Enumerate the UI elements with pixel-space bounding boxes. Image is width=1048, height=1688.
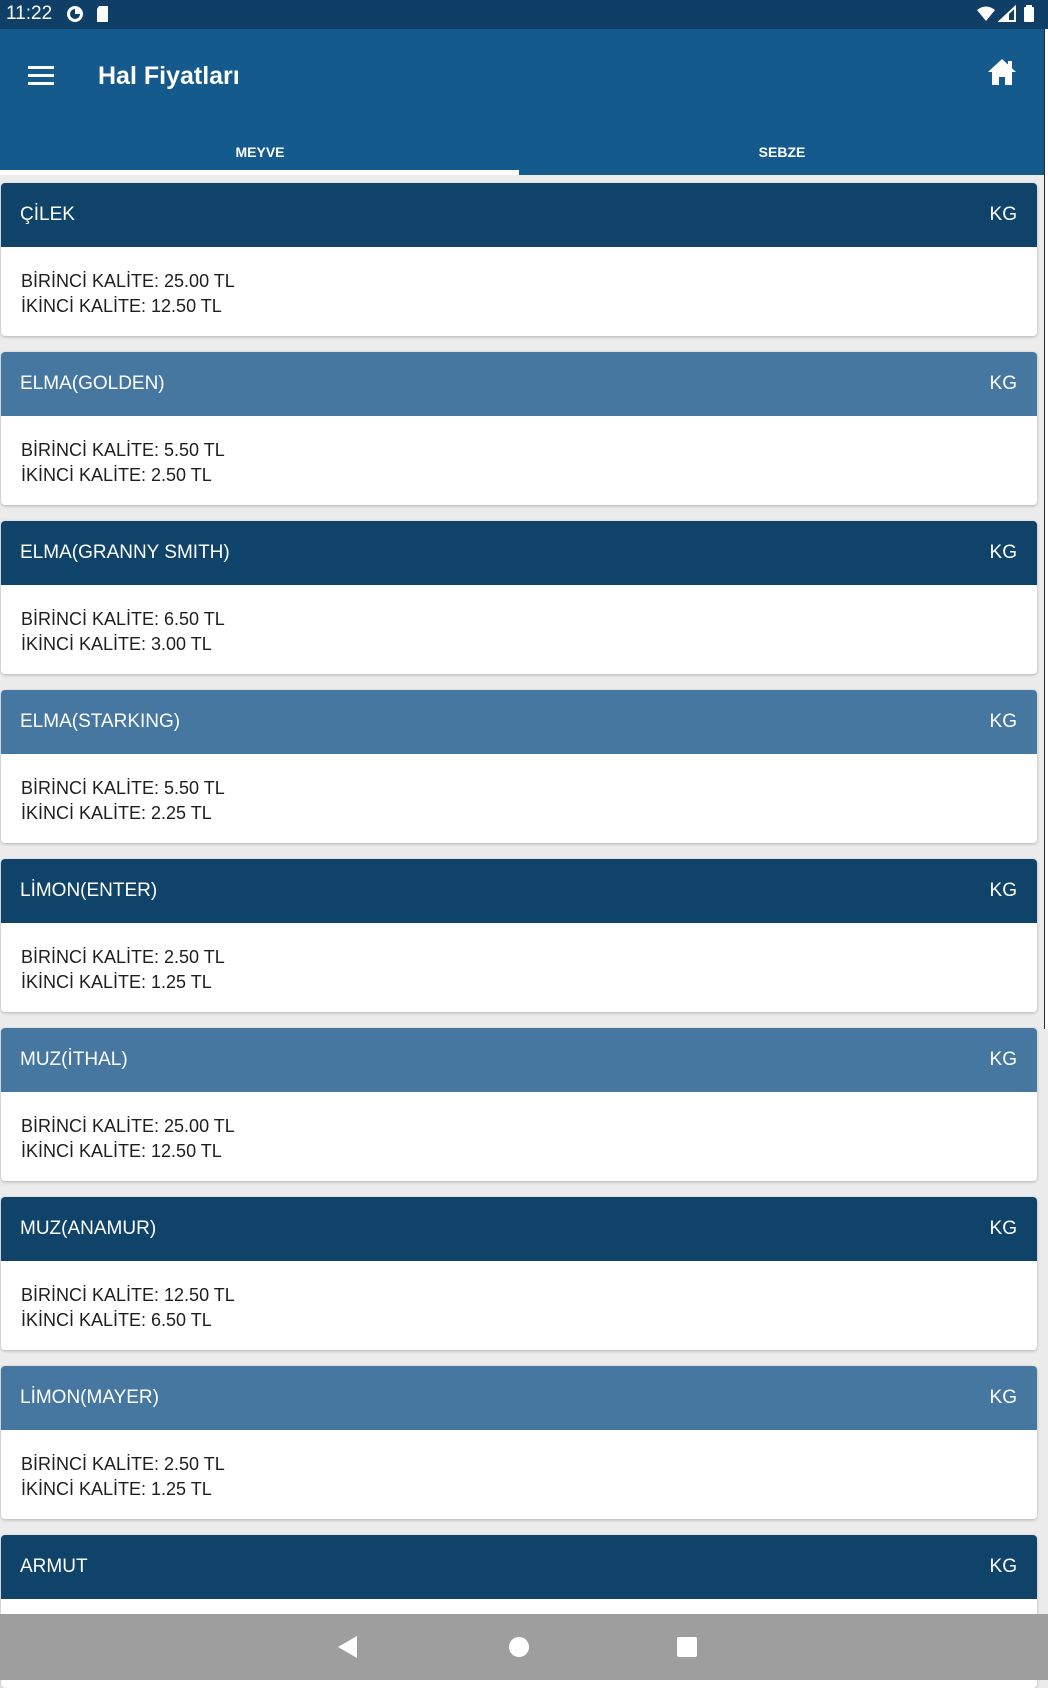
product-name: ARMUT: [20, 1556, 88, 1577]
list-item[interactable]: LİMON(ENTER) KG BİRİNCİ KALİTE: 2.50 TL …: [1, 859, 1037, 1012]
card-header: ARMUT KG: [1, 1535, 1037, 1599]
card-header: ÇİLEK KG: [1, 183, 1037, 247]
product-unit: KG: [989, 542, 1017, 563]
list-item[interactable]: LİMON(MAYER) KG BİRİNCİ KALİTE: 2.50 TL …: [1, 1366, 1037, 1519]
second-quality-price: İKİNCİ KALİTE: 12.50 TL: [21, 296, 222, 316]
window-edge: [1044, 29, 1048, 1029]
product-unit: KG: [989, 1049, 1017, 1070]
product-unit: KG: [989, 1387, 1017, 1408]
first-quality-price: BİRİNCİ KALİTE: 25.00 TL: [21, 271, 235, 291]
card-header: LİMON(ENTER) KG: [1, 859, 1037, 923]
first-quality-price: BİRİNCİ KALİTE: 5.50 TL: [21, 778, 225, 798]
card-body: BİRİNCİ KALİTE: 6.50 TL İKİNCİ KALİTE: 3…: [1, 585, 1037, 657]
card-header: MUZ(ANAMUR) KG: [1, 1197, 1037, 1261]
product-unit: KG: [989, 373, 1017, 394]
product-name: ELMA(GRANNY SMITH): [20, 542, 230, 563]
card-body: BİRİNCİ KALİTE: 5.50 TL İKİNCİ KALİTE: 2…: [1, 754, 1037, 826]
first-quality-price: BİRİNCİ KALİTE: 6.50 TL: [21, 609, 225, 629]
card-body: BİRİNCİ KALİTE: 2.50 TL İKİNCİ KALİTE: 1…: [1, 1430, 1037, 1502]
first-quality-price: BİRİNCİ KALİTE: 12.50 TL: [21, 1285, 235, 1305]
card-body: BİRİNCİ KALİTE: 12.50 TL İKİNCİ KALİTE: …: [1, 1261, 1037, 1333]
tab-bar: MEYVE SEBZE: [0, 129, 1044, 175]
back-triangle-icon[interactable]: [333, 1632, 363, 1662]
tab-sebze[interactable]: SEBZE: [758, 144, 806, 160]
card-header: LİMON(MAYER) KG: [1, 1366, 1037, 1430]
app-notification-icon: [67, 6, 83, 22]
status-bar: 11:22: [0, 0, 1048, 29]
product-name: LİMON(ENTER): [20, 880, 158, 901]
list-item[interactable]: ÇİLEK KG BİRİNCİ KALİTE: 25.00 TL İKİNCİ…: [1, 183, 1037, 336]
tab-meyve[interactable]: MEYVE: [235, 144, 285, 160]
card-header: ELMA(GOLDEN) KG: [1, 352, 1037, 416]
wifi-icon: [977, 6, 995, 21]
first-quality-price: BİRİNCİ KALİTE: 25.00 TL: [21, 1116, 235, 1136]
second-quality-price: İKİNCİ KALİTE: 3.00 TL: [21, 634, 212, 654]
tab-selected-indicator: [0, 170, 519, 175]
second-quality-price: İKİNCİ KALİTE: 2.50 TL: [21, 465, 212, 485]
first-quality-price: BİRİNCİ KALİTE: 5.50 TL: [21, 440, 225, 460]
first-quality-price: BİRİNCİ KALİTE: 2.50 TL: [21, 947, 225, 967]
cell-signal-icon: [998, 4, 1016, 22]
product-unit: KG: [989, 1218, 1017, 1239]
card-body: BİRİNCİ KALİTE: 25.00 TL İKİNCİ KALİTE: …: [1, 247, 1037, 319]
second-quality-price: İKİNCİ KALİTE: 2.25 TL: [21, 803, 212, 823]
battery-icon: [1024, 5, 1034, 22]
card-header: MUZ(İTHAL) KG: [1, 1028, 1037, 1092]
product-name: LİMON(MAYER): [20, 1387, 159, 1408]
product-name: ELMA(GOLDEN): [20, 373, 165, 394]
second-quality-price: İKİNCİ KALİTE: 12.50 TL: [21, 1141, 222, 1161]
product-unit: KG: [989, 880, 1017, 901]
product-name: MUZ(ANAMUR): [20, 1218, 157, 1239]
hamburger-menu-icon[interactable]: [26, 61, 56, 91]
list-item[interactable]: ELMA(GOLDEN) KG BİRİNCİ KALİTE: 5.50 TL …: [1, 352, 1037, 505]
list-item[interactable]: ELMA(STARKING) KG BİRİNCİ KALİTE: 5.50 T…: [1, 690, 1037, 843]
second-quality-price: İKİNCİ KALİTE: 1.25 TL: [21, 1479, 212, 1499]
first-quality-price: BİRİNCİ KALİTE: 2.50 TL: [21, 1454, 225, 1474]
card-header: ELMA(GRANNY SMITH) KG: [1, 521, 1037, 585]
app-bar: Hal Fiyatları MEYVE SEBZE: [0, 29, 1044, 175]
list-item[interactable]: ELMA(GRANNY SMITH) KG BİRİNCİ KALİTE: 6.…: [1, 521, 1037, 674]
window-edge-line: [1044, 29, 1045, 1029]
product-name: ÇİLEK: [20, 204, 75, 225]
sd-card-icon: [97, 6, 108, 22]
home-icon[interactable]: [985, 55, 1019, 89]
system-nav-bar: [0, 1614, 1048, 1680]
product-unit: KG: [989, 1556, 1017, 1577]
product-unit: KG: [989, 204, 1017, 225]
product-name: MUZ(İTHAL): [20, 1049, 128, 1070]
card-body: BİRİNCİ KALİTE: 5.50 TL İKİNCİ KALİTE: 2…: [1, 416, 1037, 488]
square-recents-icon[interactable]: [672, 1632, 702, 1662]
page-title: Hal Fiyatları: [98, 62, 240, 90]
second-quality-price: İKİNCİ KALİTE: 1.25 TL: [21, 972, 212, 992]
product-unit: KG: [989, 711, 1017, 732]
second-quality-price: İKİNCİ KALİTE: 6.50 TL: [21, 1310, 212, 1330]
circle-home-icon[interactable]: [504, 1632, 534, 1662]
card-body: BİRİNCİ KALİTE: 2.50 TL İKİNCİ KALİTE: 1…: [1, 923, 1037, 995]
list-item[interactable]: MUZ(ANAMUR) KG BİRİNCİ KALİTE: 12.50 TL …: [1, 1197, 1037, 1350]
card-body: BİRİNCİ KALİTE: 25.00 TL İKİNCİ KALİTE: …: [1, 1092, 1037, 1164]
product-name: ELMA(STARKING): [20, 711, 181, 732]
list-item[interactable]: MUZ(İTHAL) KG BİRİNCİ KALİTE: 25.00 TL İ…: [1, 1028, 1037, 1181]
card-header: ELMA(STARKING) KG: [1, 690, 1037, 754]
status-time: 11:22: [6, 3, 53, 24]
